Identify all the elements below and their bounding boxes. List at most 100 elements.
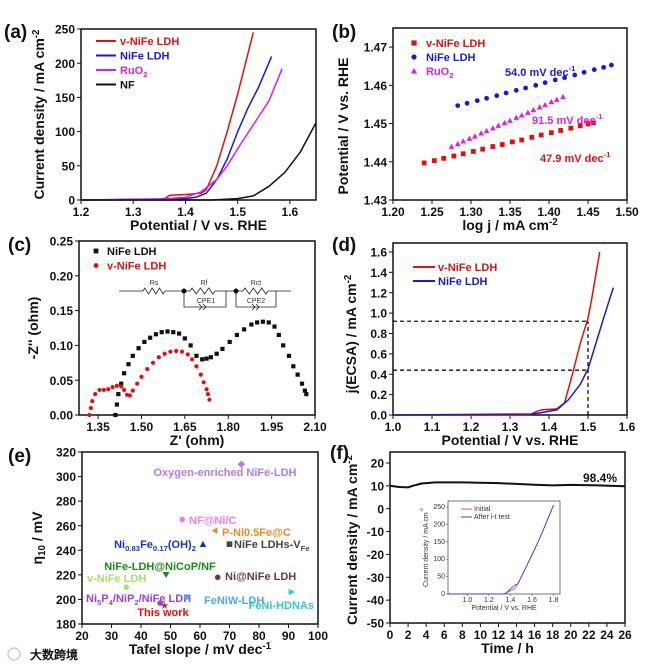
resistor-rct	[242, 287, 269, 295]
data-point	[460, 151, 466, 157]
data-point	[523, 85, 528, 91]
data-point	[421, 160, 427, 166]
panel-a: 1.2 1.3 1.4 1.5 1.6 0 50 100 150 200 250 Potential …	[31, 23, 317, 233]
data-point	[472, 133, 478, 139]
y-tick-label: 0	[377, 502, 384, 516]
data-point	[214, 574, 221, 581]
data-point	[183, 594, 190, 600]
data-point	[470, 149, 476, 154]
legend-label: v-NiFe LDH	[438, 262, 497, 274]
x-tick-label: 1.30	[459, 205, 483, 219]
data-point	[162, 351, 167, 356]
point-label: P-Ni0.5Fe@C	[222, 527, 291, 539]
y-tick-label: 1.45	[364, 117, 388, 131]
data-point	[220, 346, 225, 351]
x-tick-label: 6	[441, 628, 448, 642]
y-tick-label: 1.0	[370, 307, 387, 321]
y-tick-label: 1.46	[364, 79, 388, 93]
data-point	[127, 393, 133, 398]
legend-label: NiFe LDH	[107, 246, 157, 258]
series-line	[448, 505, 554, 595]
y-tick-label: 320	[56, 446, 76, 460]
y-tick-label: 150	[55, 91, 75, 105]
x-tick-label: 26	[618, 628, 632, 642]
y-tick-label: 1.47	[364, 41, 388, 55]
data-point	[530, 106, 537, 113]
data-point	[552, 77, 558, 83]
data-point	[581, 69, 587, 75]
inset-y-tick-label: 50	[437, 574, 445, 581]
inset-x-tick-label: 1.8	[549, 597, 559, 604]
data-point	[601, 64, 606, 70]
data-point	[286, 353, 292, 358]
circuit-label: Rct	[251, 280, 262, 287]
inset-y-tick-label: 0	[441, 591, 445, 598]
data-point	[119, 384, 124, 389]
data-point	[234, 332, 240, 338]
slope-annotation: 91.5 mV dec-1	[532, 112, 603, 127]
y-tick-label: 1.2	[370, 286, 387, 300]
y-tick-label: -20	[367, 548, 385, 562]
legend-label: NiFe LDH	[120, 51, 170, 63]
watermark: 大数跨境	[30, 647, 78, 662]
data-point	[130, 353, 135, 358]
point-label: Oxygen-enriched NiFe-LDH	[153, 467, 296, 479]
data-point	[123, 584, 130, 590]
x-tick-label: 0	[387, 628, 394, 642]
panel-b: 1.20 1.25 1.30 1.35 1.40 1.45 1.50 1.43 1.44 1.45…	[335, 27, 639, 233]
y-tick-label: 0.00	[50, 409, 74, 423]
data-point	[135, 381, 140, 386]
y-tick-label: 0.4	[370, 368, 387, 382]
y-tick-label: 0.05	[50, 374, 74, 388]
x-tick-label: 1.6	[282, 205, 299, 219]
x-axis-label: Z' (ohm)	[170, 432, 225, 448]
plot-frame	[78, 240, 316, 416]
data-point	[148, 335, 153, 340]
x-tick-label: 18	[546, 628, 560, 642]
point-label: Ni@NiFe LDH	[225, 571, 296, 583]
x-tick-label: 16	[528, 628, 542, 642]
x-tick-label: 1.3	[502, 420, 519, 434]
data-point	[208, 355, 213, 360]
data-point	[466, 135, 473, 141]
series-line	[80, 56, 273, 201]
data-point	[204, 356, 209, 361]
data-point	[495, 122, 502, 128]
y-tick-label: -30	[367, 571, 385, 585]
x-tick-label: 8	[459, 628, 466, 642]
circuit-node	[233, 288, 239, 294]
data-point	[249, 322, 254, 327]
data-point	[171, 330, 176, 335]
data-point	[159, 330, 164, 335]
data-point	[542, 80, 548, 86]
data-point	[560, 93, 566, 100]
y-tick-label: 180	[56, 618, 76, 632]
data-point	[533, 82, 539, 88]
y-axis-label: Current density / mA cm-2	[344, 454, 360, 625]
data-point	[179, 349, 185, 354]
data-point	[106, 387, 111, 392]
x-tick-label: 1.50	[130, 420, 154, 434]
data-point	[226, 541, 233, 547]
x-tick-label: 60	[193, 629, 207, 643]
watermark-logo-icon	[7, 647, 21, 661]
resistor-rf	[189, 287, 216, 295]
data-point	[281, 343, 286, 348]
x-tick-label: 1.6	[619, 420, 636, 434]
y-tick-label: -40	[367, 594, 385, 608]
data-point	[454, 140, 461, 147]
data-point	[200, 357, 205, 362]
data-point	[513, 87, 519, 93]
data-point	[572, 72, 578, 78]
y-tick-label: 1.43	[364, 194, 388, 208]
data-point	[295, 372, 300, 377]
data-point	[291, 364, 296, 369]
data-point	[130, 388, 135, 393]
x-tick-label: 1.40	[537, 205, 561, 219]
x-tick-label: 80	[252, 629, 266, 643]
x-tick-label: 2.10	[303, 420, 327, 434]
data-point	[176, 331, 182, 336]
data-point	[591, 120, 596, 126]
data-point	[88, 405, 93, 411]
